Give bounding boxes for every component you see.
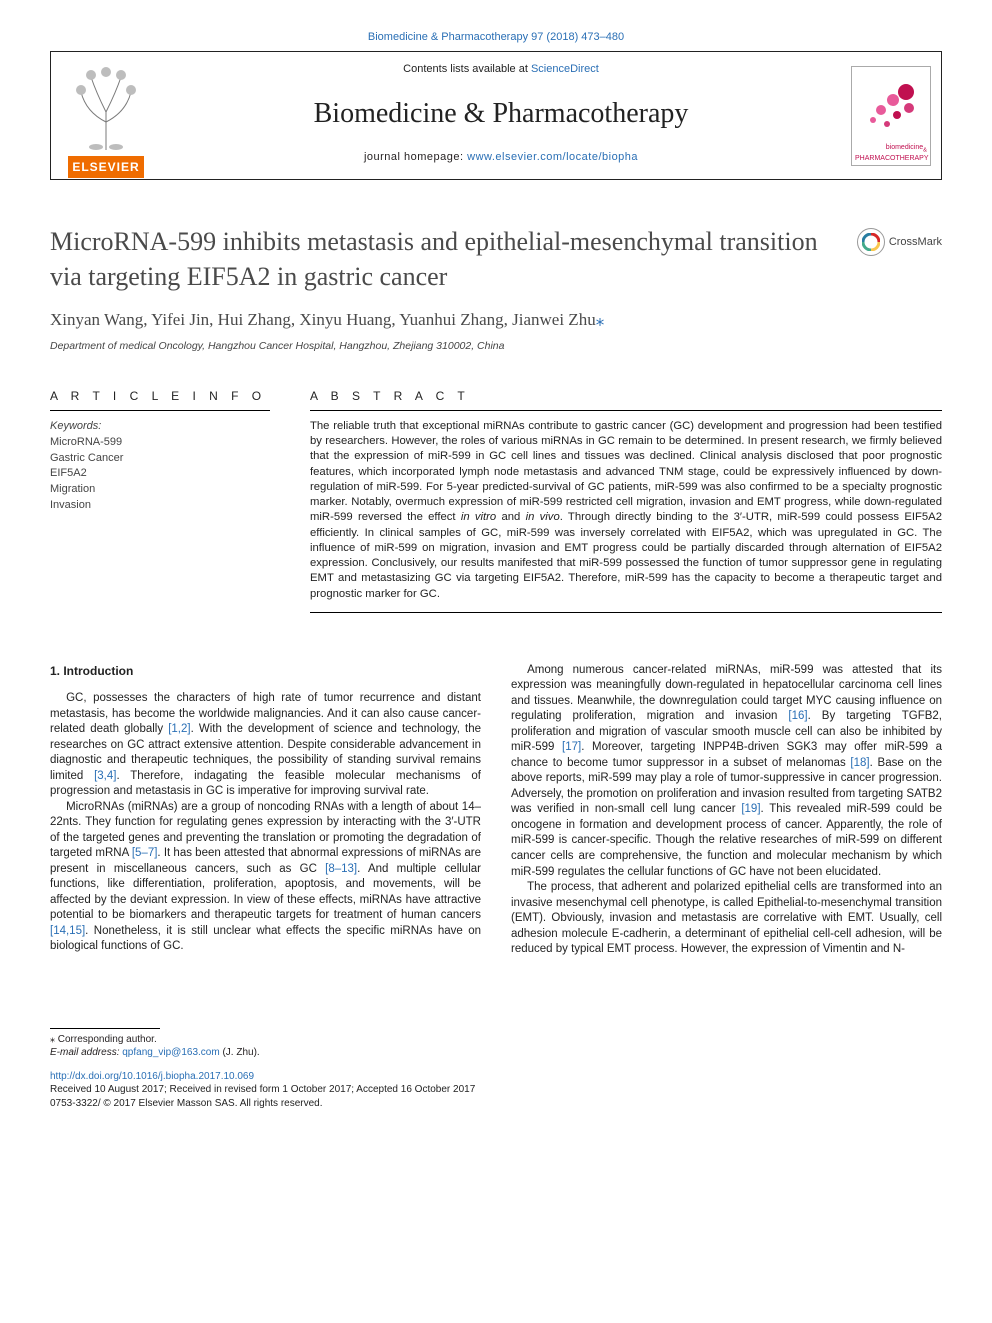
authors-line: Xinyan Wang, Yifei Jin, Hui Zhang, Xinyu… — [50, 309, 942, 332]
abstract-part: The reliable truth that exceptional miRN… — [310, 420, 942, 524]
contents-prefix: Contents lists available at — [403, 63, 531, 75]
keyword: Invasion — [50, 498, 270, 513]
doi-link[interactable]: http://dx.doi.org/10.1016/j.biopha.2017.… — [50, 1070, 942, 1084]
paragraph: GC, possesses the characters of high rat… — [50, 691, 481, 800]
article-info-col: A R T I C L E I N F O Keywords: MicroRNA… — [50, 388, 270, 621]
article-history: Received 10 August 2017; Received in rev… — [50, 1083, 942, 1097]
footnotes: ⁎ Corresponding author. E-mail address: … — [50, 1028, 942, 1111]
article-info-heading: A R T I C L E I N F O — [50, 388, 270, 404]
ref-link[interactable]: [16] — [788, 710, 807, 722]
section-heading-1: 1. Introduction — [50, 663, 481, 679]
cover-title: biomedicine& PHARMACOTHERAPY — [852, 144, 930, 164]
ref-link[interactable]: [18] — [850, 757, 869, 769]
cover-title-line2: PHARMACOTHERAPY — [855, 155, 929, 162]
keyword: Migration — [50, 482, 270, 497]
cover-art-icon — [852, 67, 930, 145]
abstract-ital: in vitro — [461, 511, 496, 523]
ref-link[interactable]: [17] — [562, 741, 581, 753]
keyword: MicroRNA-599 — [50, 435, 270, 450]
homepage-prefix: journal homepage: — [364, 151, 467, 163]
cover-thumb-block: biomedicine& PHARMACOTHERAPY — [841, 52, 941, 179]
journal-header: ELSEVIER Contents lists available at Sci… — [50, 51, 942, 180]
email-link[interactable]: qpfang_vip@163.com — [122, 1047, 219, 1058]
paragraph: MicroRNAs (miRNAs) are a group of noncod… — [50, 800, 481, 955]
ref-link[interactable]: [5–7] — [132, 847, 158, 859]
corr-label: ⁎ Corresponding author. — [50, 1034, 157, 1045]
article-body: 1. Introduction GC, possesses the charac… — [50, 663, 942, 958]
keywords-label: Keywords: — [50, 419, 270, 434]
elsevier-tree-icon — [66, 62, 146, 152]
top-citation: Biomedicine & Pharmacotherapy 97 (2018) … — [50, 30, 942, 45]
cover-title-line1: biomedicine — [886, 144, 923, 151]
abstract-part: . Through directly binding to the 3′-UTR… — [310, 511, 942, 599]
homepage-link[interactable]: www.elsevier.com/locate/biopha — [467, 151, 638, 163]
ref-link[interactable]: [8–13] — [325, 863, 357, 875]
contents-line: Contents lists available at ScienceDirec… — [171, 62, 831, 77]
email-who: (J. Zhu). — [220, 1047, 260, 1058]
body-text: . Nonetheless, it is still unclear what … — [50, 925, 481, 953]
issn-copyright: 0753-3322/ © 2017 Elsevier Masson SAS. A… — [50, 1097, 942, 1111]
sciencedirect-link[interactable]: ScienceDirect — [531, 63, 599, 75]
keywords-list: MicroRNA-599 Gastric Cancer EIF5A2 Migra… — [50, 435, 270, 513]
article-title: MicroRNA-599 inhibits metastasis and epi… — [50, 224, 843, 294]
elsevier-wordmark: ELSEVIER — [68, 156, 143, 178]
crossmark-icon — [857, 228, 885, 256]
email-label: E-mail address: — [50, 1047, 122, 1058]
keyword: Gastric Cancer — [50, 451, 270, 466]
divider — [310, 410, 942, 411]
paragraph: The process, that adherent and polarized… — [511, 880, 942, 958]
journal-cover-thumb: biomedicine& PHARMACOTHERAPY — [851, 66, 931, 166]
affiliation: Department of medical Oncology, Hangzhou… — [50, 339, 942, 353]
abstract-text: The reliable truth that exceptional miRN… — [310, 419, 942, 602]
ref-link[interactable]: [3,4] — [94, 770, 116, 782]
paragraph: Among numerous cancer-related miRNAs, mi… — [511, 663, 942, 880]
journal-header-center: Contents lists available at ScienceDirec… — [161, 52, 841, 179]
journal-name: Biomedicine & Pharmacotherapy — [171, 95, 831, 133]
body-text: The process, that adherent and polarized… — [511, 881, 942, 955]
keyword: EIF5A2 — [50, 466, 270, 481]
abstract-ital: in vivo — [526, 511, 560, 523]
email-line: E-mail address: qpfang_vip@163.com (J. Z… — [50, 1046, 942, 1060]
body-text: Among numerous cancer-related miRNAs, mi… — [527, 664, 902, 676]
ref-link[interactable]: [19] — [741, 803, 760, 815]
corresponding-author-note: ⁎ Corresponding author. — [50, 1033, 942, 1047]
abstract-col: A B S T R A C T The reliable truth that … — [310, 388, 942, 621]
abstract-part: and — [496, 511, 525, 523]
abstract-heading: A B S T R A C T — [310, 388, 942, 404]
footnote-divider — [50, 1028, 160, 1029]
homepage-line: journal homepage: www.elsevier.com/locat… — [171, 150, 831, 165]
divider — [310, 612, 942, 613]
publisher-block: ELSEVIER — [51, 52, 161, 179]
ref-link[interactable]: [1,2] — [168, 723, 190, 735]
authors-names: Xinyan Wang, Yifei Jin, Hui Zhang, Xinyu… — [50, 310, 596, 329]
ref-link[interactable]: [14,15] — [50, 925, 85, 937]
crossmark-label: CrossMark — [889, 235, 942, 250]
divider — [50, 410, 270, 411]
corresponding-marker[interactable]: ⁎ — [596, 310, 605, 329]
crossmark-badge[interactable]: CrossMark — [857, 228, 942, 256]
